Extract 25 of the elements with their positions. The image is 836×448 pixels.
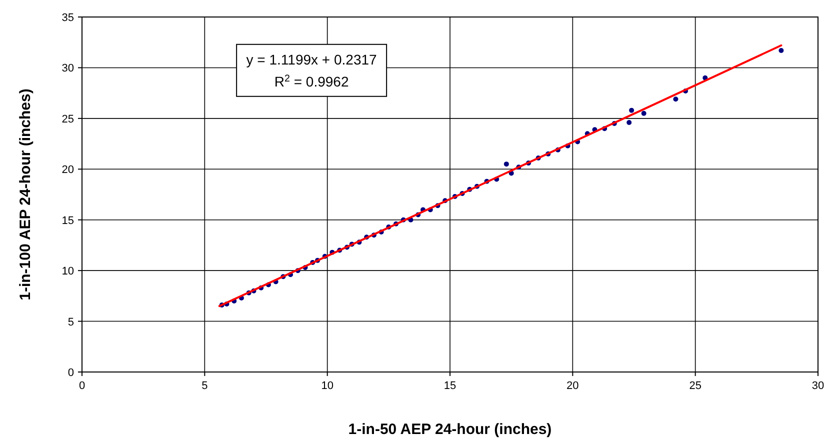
y-tick-label: 20	[62, 164, 74, 176]
point	[504, 162, 509, 167]
x-tick-label: 5	[202, 380, 208, 392]
y-axis-title: 1-in-100 AEP 24-hour (inches)	[17, 88, 34, 300]
point	[778, 48, 784, 53]
y-tick-label: 35	[62, 12, 74, 24]
x-tick-label: 15	[444, 380, 456, 392]
y-tick-label: 15	[62, 214, 74, 227]
x-tick-label: 10	[321, 380, 334, 392]
point	[641, 110, 646, 116]
y-tick-label: 5	[68, 316, 74, 328]
x-axis-title: 1-in-50 AEP 24-hour (inches)	[348, 421, 552, 438]
x-tick-label: 30	[812, 380, 824, 392]
x-tick-label: 20	[566, 380, 579, 392]
point	[673, 96, 678, 102]
point	[626, 120, 632, 125]
annotation: R$^{2}$ = 0.9962	[274, 72, 349, 90]
point	[629, 108, 634, 113]
y-tick-label: 25	[62, 113, 74, 126]
y-tick-label: 10	[62, 266, 74, 278]
x-tick-label: 25	[689, 380, 702, 392]
annotation: y = 1.1199x + 0.2317	[246, 51, 378, 68]
x-tick-label: 0	[78, 380, 86, 392]
y-tick-label: 0	[68, 367, 74, 379]
y-tick-label: 30	[62, 62, 74, 75]
